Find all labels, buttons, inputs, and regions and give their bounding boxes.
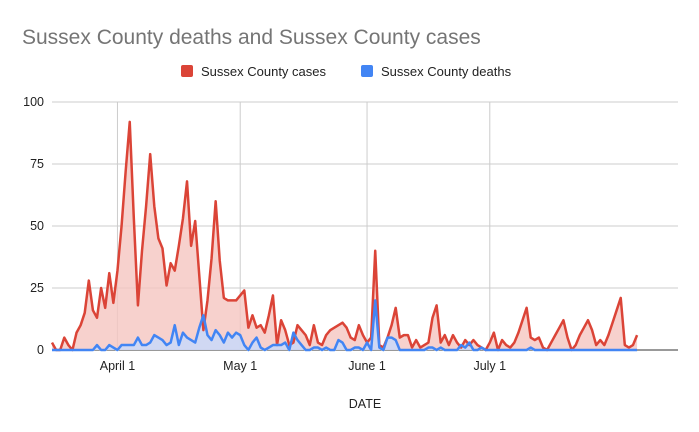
y-tick-label: 0 xyxy=(37,343,44,357)
legend: Sussex County cases Sussex County deaths xyxy=(181,64,512,79)
series-line-1 xyxy=(52,299,638,352)
y-tick-label: 100 xyxy=(23,95,44,109)
x-tick-label: June 1 xyxy=(348,359,386,373)
y-tick-label: 75 xyxy=(30,157,44,171)
y-tick-label: 25 xyxy=(30,281,44,295)
y-tick-labels: 0 25 50 75 100 xyxy=(23,95,44,357)
series-areas xyxy=(52,121,638,350)
series-lines xyxy=(50,120,639,352)
y-tick-label: 50 xyxy=(30,219,44,233)
chart-title: Sussex County deaths and Sussex County c… xyxy=(22,26,481,49)
legend-label: Sussex County deaths xyxy=(381,64,512,79)
x-axis-title: DATE xyxy=(349,397,381,411)
legend-swatch xyxy=(181,65,193,77)
x-tick-label: April 1 xyxy=(100,359,135,373)
series-area-1 xyxy=(52,300,638,350)
x-tick-label: May 1 xyxy=(223,359,257,373)
x-tick-labels: April 1 May 1 June 1 July 1 xyxy=(100,359,506,373)
legend-swatch xyxy=(361,65,373,77)
series-area-0 xyxy=(52,121,638,350)
x-tick-label: July 1 xyxy=(473,359,506,373)
legend-label: Sussex County cases xyxy=(201,64,327,79)
series-line-0 xyxy=(50,120,639,352)
